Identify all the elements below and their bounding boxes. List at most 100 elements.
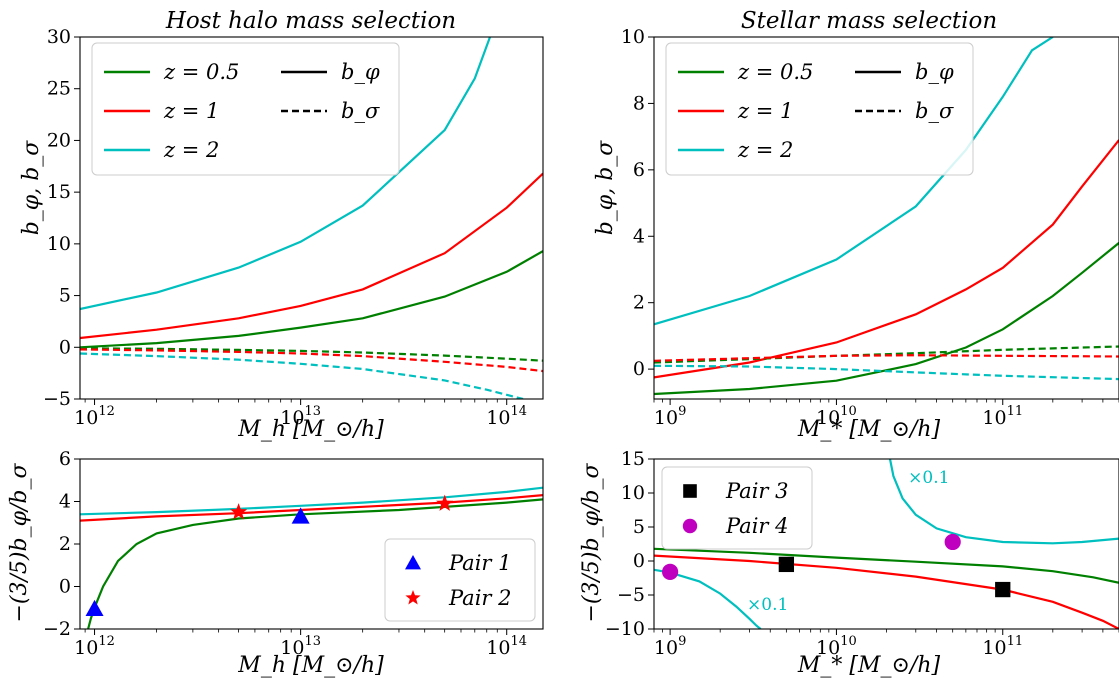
legend-box xyxy=(665,42,974,176)
data-point-circle xyxy=(662,563,679,580)
y-tick-label: −5 xyxy=(43,388,71,410)
title-host-halo: Host halo mass selection xyxy=(165,8,456,34)
data-point-square xyxy=(995,581,1011,598)
ylabel-top-right: b_φ, b_σ xyxy=(593,140,618,236)
legend-marker xyxy=(683,484,697,498)
x-tick-label: 1013 xyxy=(280,634,321,659)
series-line xyxy=(888,459,1119,545)
y-tick-label: 30 xyxy=(47,26,71,48)
x-tick-label: 1012 xyxy=(74,634,115,659)
x-tick-label: 1011 xyxy=(982,404,1023,429)
data-point-star xyxy=(230,503,248,520)
ylabel-bottom-left: −(3/5)b_φ/b_σ xyxy=(7,463,32,623)
series-line xyxy=(80,348,543,373)
panel-bottom-left: 1012 1013 1014 −2 0 2 4 6 Pair 1 Pair 2 xyxy=(43,448,544,659)
y-tick-label: 10 xyxy=(621,482,645,504)
axes-frame xyxy=(79,36,544,400)
legend-label: z = 1 xyxy=(737,99,793,123)
legend-label: z = 2 xyxy=(163,138,219,162)
series-line xyxy=(80,250,543,349)
data-point-star xyxy=(436,494,454,511)
series-line xyxy=(654,364,1119,381)
x-tick-label: 1014 xyxy=(486,404,527,429)
legend-label: b_σ xyxy=(341,99,380,123)
y-tick-label: 4 xyxy=(633,225,645,247)
legend-marker xyxy=(682,518,698,534)
series-line xyxy=(654,37,1054,326)
legend-marker xyxy=(405,555,421,570)
legend-label: z = 0.5 xyxy=(737,60,813,84)
y-tick-label: 5 xyxy=(633,516,645,538)
y-tick-label: 0 xyxy=(59,336,71,358)
series-line xyxy=(80,486,543,516)
series-line xyxy=(80,172,543,340)
y-tick-label: 0 xyxy=(59,576,71,598)
x-tick-label: 1014 xyxy=(486,634,527,659)
y-tick-label: 5 xyxy=(59,285,71,307)
panel-top-right: 109 1010 1011 0 2 4 6 8 10 z = 0.5 z = 1 z = 2 b_φ b_… xyxy=(621,26,1119,429)
y-tick-label: 4 xyxy=(59,491,71,513)
legend: Pair 3 Pair 4 xyxy=(661,466,813,550)
ylabel-top-left: b_φ, b_σ xyxy=(19,140,44,236)
series-line xyxy=(654,354,1119,362)
legend-label: Pair 2 xyxy=(448,586,512,610)
series-line xyxy=(654,554,1119,629)
legend-label: b_φ xyxy=(341,60,380,84)
y-tick-label: 8 xyxy=(633,92,645,114)
legend-label: Pair 3 xyxy=(725,479,789,503)
title-stellar: Stellar mass selection xyxy=(741,8,997,34)
series-line xyxy=(80,494,543,522)
x-tick-label: 1011 xyxy=(982,634,1023,659)
xlabel-top-right: M_* [M_⊙/h] xyxy=(797,417,941,442)
xlabel-top-left: M_h [M_⊙/h] xyxy=(237,417,384,442)
data-point-square xyxy=(778,556,795,573)
legend: Pair 1 Pair 2 xyxy=(384,538,536,622)
legend: z = 0.5 z = 1 z = 2 b_φ b_σ xyxy=(91,42,400,176)
legend-box xyxy=(91,42,400,176)
y-tick-label: 20 xyxy=(47,129,71,151)
x-tick-label: 1013 xyxy=(280,404,321,429)
series-line xyxy=(80,352,524,399)
legend-label: z = 1 xyxy=(163,99,219,123)
x-tick-label: 109 xyxy=(654,404,686,429)
xlabel-bottom-left: M_h [M_⊙/h] xyxy=(237,653,384,678)
legend-marker xyxy=(405,590,421,605)
y-tick-label: 10 xyxy=(47,233,71,255)
legend-box xyxy=(384,538,536,622)
annotation-label: ×0.1 xyxy=(908,468,949,488)
legend-label: b_φ xyxy=(915,60,954,84)
data-point-triangle xyxy=(291,507,310,524)
legend-label: Pair 4 xyxy=(725,514,789,538)
xlabel-bottom-right: M_* [M_⊙/h] xyxy=(797,653,941,678)
y-tick-label: −10 xyxy=(605,618,645,640)
y-tick-label: −5 xyxy=(617,584,645,606)
y-tick-label: 2 xyxy=(59,533,71,555)
data-point-circle xyxy=(944,533,961,551)
y-tick-label: 6 xyxy=(633,159,645,181)
series-group xyxy=(80,37,543,399)
legend-box xyxy=(661,466,813,550)
y-tick-label: 6 xyxy=(59,448,71,470)
y-tick-label: −2 xyxy=(43,618,71,640)
data-point-triangle xyxy=(85,599,104,617)
series-line xyxy=(80,347,543,362)
y-tick-label: 15 xyxy=(47,181,71,203)
y-tick-label: 2 xyxy=(633,292,645,314)
legend-label: z = 2 xyxy=(737,138,793,162)
y-tick-label: 0 xyxy=(633,550,645,572)
series-line xyxy=(80,37,492,311)
x-tick-label: 1010 xyxy=(816,634,857,659)
series-line xyxy=(654,547,1119,584)
series-group xyxy=(654,37,1119,396)
legend-label: b_σ xyxy=(915,99,954,123)
y-tick-label: 0 xyxy=(633,358,645,380)
annotation-label: ×0.1 xyxy=(747,595,788,615)
legend: z = 0.5 z = 1 z = 2 b_φ b_σ xyxy=(665,42,974,176)
series-line xyxy=(654,139,1119,379)
x-tick-label: 109 xyxy=(654,634,686,659)
legend-label: z = 0.5 xyxy=(163,60,239,84)
y-tick-label: 10 xyxy=(621,26,645,48)
